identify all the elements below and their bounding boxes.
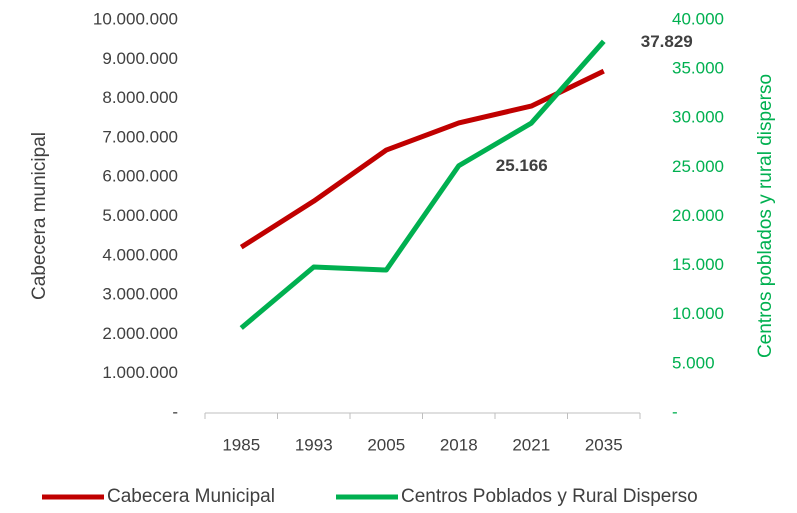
y-axis-label: Cabecera municipal [29, 132, 50, 300]
y-tick-label: 10.000.000 [93, 9, 178, 28]
y2-tick-label: 35.000 [672, 59, 724, 78]
y-tick-label: 9.000.000 [102, 49, 178, 68]
x-tick-label: 2021 [512, 435, 550, 454]
x-tick-label: 2035 [585, 435, 623, 454]
series-line [239, 39, 606, 330]
x-tick-label: 1993 [295, 435, 333, 454]
y-tick-label: 6.000.000 [102, 167, 178, 186]
y-tick-label: 7.000.000 [102, 127, 178, 146]
y2-tick-label: 30.000 [672, 108, 724, 127]
data-label: 25.166 [496, 156, 548, 175]
y2-tick-label: 20.000 [672, 206, 724, 225]
data-label: 37.829 [641, 32, 693, 51]
y-tick-label: - [172, 402, 178, 421]
legend-label: Cabecera Municipal [107, 486, 275, 507]
y-tick-label: 8.000.000 [102, 88, 178, 107]
y-tick-label: 5.000.000 [102, 206, 178, 225]
y-tick-label: 2.000.000 [102, 324, 178, 343]
y2-tick-label: 40.000 [672, 9, 724, 28]
x-tick-label: 2018 [440, 435, 478, 454]
y2-tick-label: 25.000 [672, 157, 724, 176]
y2-tick-label: 5.000 [672, 353, 715, 372]
y-tick-label: 4.000.000 [102, 245, 178, 264]
y2-tick-label: - [672, 402, 678, 421]
y2-tick-label: 10.000 [672, 304, 724, 323]
series-line [239, 68, 605, 250]
legend-label: Centros Poblados y Rural Disperso [401, 486, 698, 507]
y2-tick-label: 15.000 [672, 255, 724, 274]
x-tick-label: 1985 [222, 435, 260, 454]
x-tick-label: 2005 [367, 435, 405, 454]
y2-axis-label: Centros poblados y rural disperso [755, 74, 776, 358]
y-tick-label: 1.000.000 [102, 363, 178, 382]
y-tick-label: 3.000.000 [102, 285, 178, 304]
